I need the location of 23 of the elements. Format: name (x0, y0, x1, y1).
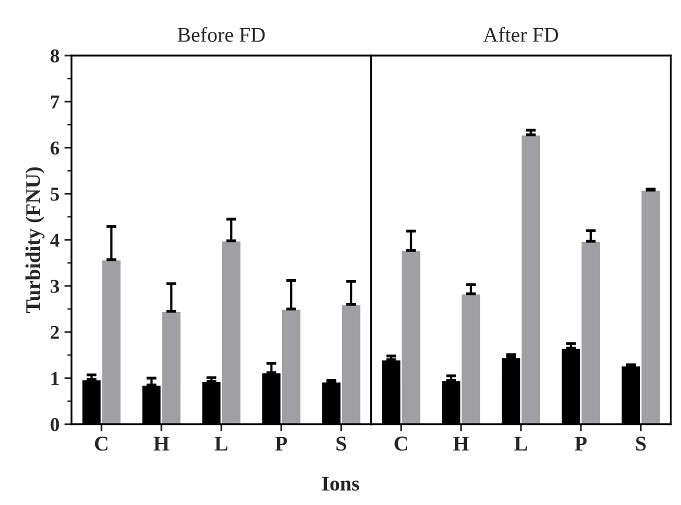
x-tick-label: L (514, 436, 528, 450)
x-tick-label: P (275, 436, 288, 450)
x-tick-label: L (214, 436, 228, 450)
x-tick-label: C (94, 436, 108, 451)
y-tick-label: 5 (50, 188, 59, 201)
x-tick-label: C (394, 436, 408, 451)
y-axis-title: Turbidity (FNU) (25, 167, 44, 313)
y-tick-label: 6 (50, 142, 60, 155)
y-tick-label: 7 (51, 96, 60, 108)
y-tick-label: 8 (50, 49, 60, 62)
x-tick-label: H (453, 436, 469, 450)
x-axis-title: Ions (322, 476, 360, 491)
y-tick-label: 2 (50, 326, 59, 339)
y-tick-label: 3 (50, 280, 60, 293)
y-tick-label: 1 (52, 372, 59, 385)
x-tick-label: S (636, 436, 646, 451)
x-tick-label: S (336, 436, 346, 451)
y-tick-label: 4 (50, 234, 60, 247)
chart-title: Before FD (178, 26, 265, 42)
y-tick-label: 0 (50, 418, 59, 432)
x-tick-label: H (154, 436, 170, 450)
chart-title: After FD (483, 26, 558, 42)
x-tick-label: P (574, 436, 587, 450)
